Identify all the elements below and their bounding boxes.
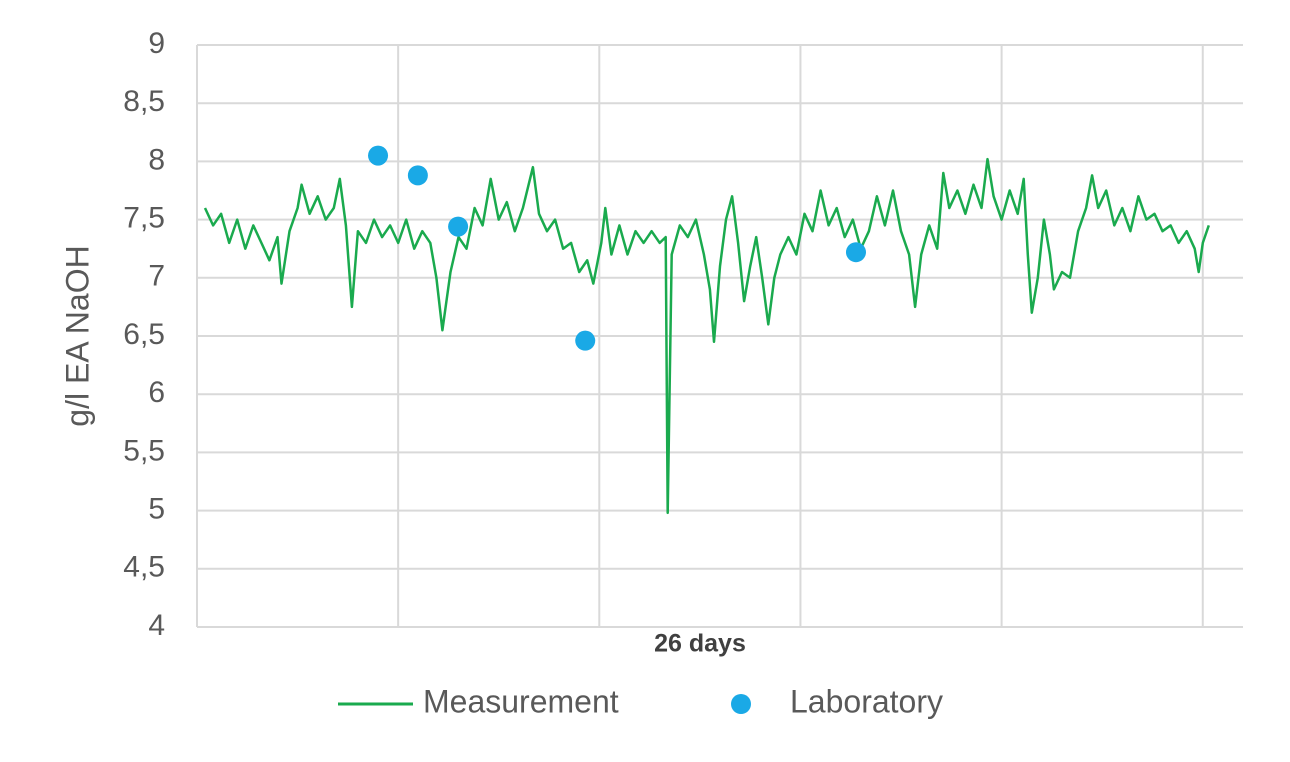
lab-point	[448, 216, 469, 237]
y-tick-label: 5	[148, 493, 165, 526]
measurement-line	[203, 157, 1210, 515]
y-tick-label: 8	[148, 143, 165, 176]
y-tick-label: 6,5	[123, 318, 165, 351]
legend-label: Measurement	[423, 683, 619, 719]
y-tick-label: 5,5	[123, 434, 165, 467]
legend-label: Laboratory	[790, 683, 943, 719]
y-tick-label: 9	[148, 27, 165, 60]
lab-point	[407, 165, 428, 186]
lab-point	[368, 145, 389, 166]
legend-swatch	[731, 694, 751, 714]
y-tick-label: 4,5	[123, 551, 165, 584]
y-axis-label: g/l EA NaOH	[59, 245, 95, 426]
lab-point	[575, 330, 596, 351]
y-tick-label: 6	[148, 376, 165, 409]
x-axis-label: 26 days	[654, 630, 746, 658]
y-tick-label: 7,5	[123, 202, 165, 235]
y-tick-label: 4	[148, 609, 165, 642]
y-tick-label: 8,5	[123, 85, 165, 118]
y-tick-label: 7	[148, 260, 165, 293]
lab-point	[845, 242, 866, 263]
